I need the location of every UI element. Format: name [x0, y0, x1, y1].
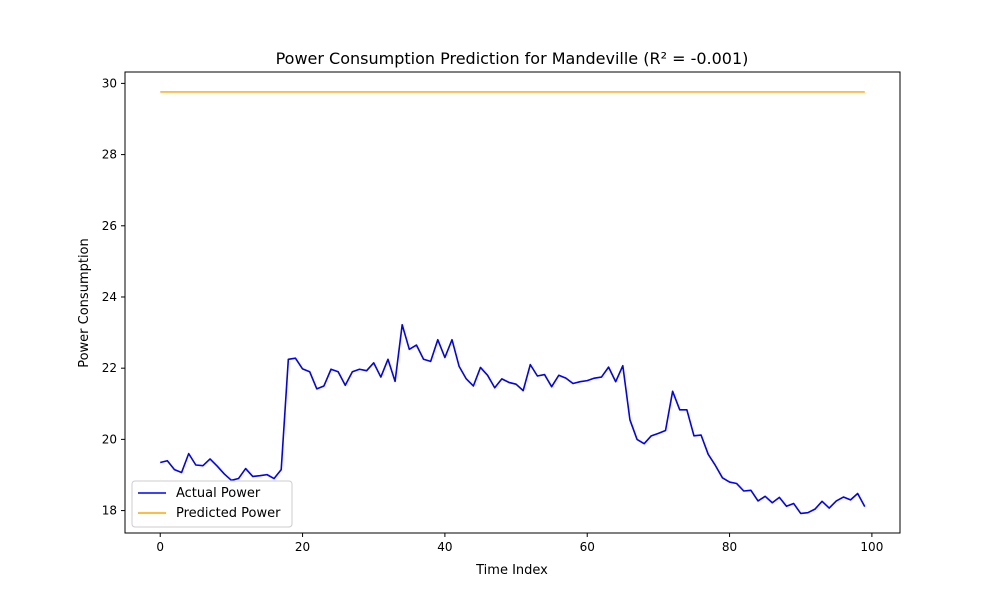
y-tick-label: 30: [102, 76, 117, 90]
y-tick-label: 28: [102, 148, 117, 162]
plot-area-frame: [124, 71, 901, 534]
y-tick-label: 18: [102, 504, 117, 518]
legend-box: [131, 480, 293, 528]
x-axis-label: Time Index: [475, 563, 548, 578]
chart-title: Power Consumption Prediction for Mandevi…: [276, 49, 749, 68]
x-tick-label: 0: [156, 540, 164, 554]
legend-entry-label: Actual Power: [176, 486, 261, 501]
x-tick-label: 80: [722, 540, 737, 554]
y-tick-label: 22: [102, 361, 117, 375]
y-tick-label: 24: [102, 290, 117, 304]
legend: Actual Power Predicted Power: [131, 480, 293, 528]
x-tick-label: 60: [580, 540, 595, 554]
series-line-actual-power: [160, 323, 866, 515]
x-axis-ticks: 0 20 40 60 80 100: [156, 533, 883, 554]
y-axis-ticks: 18 20 22 24 26 28 30: [102, 76, 125, 518]
x-tick-label: 100: [860, 540, 883, 554]
y-axis-label: Power Consumption: [77, 238, 92, 368]
y-tick-label: 26: [102, 219, 117, 233]
x-tick-label: 20: [295, 540, 310, 554]
series-layer: [160, 91, 866, 515]
x-tick-label: 40: [437, 540, 452, 554]
y-tick-label: 20: [102, 432, 117, 446]
legend-entry-label: Predicted Power: [176, 506, 281, 521]
